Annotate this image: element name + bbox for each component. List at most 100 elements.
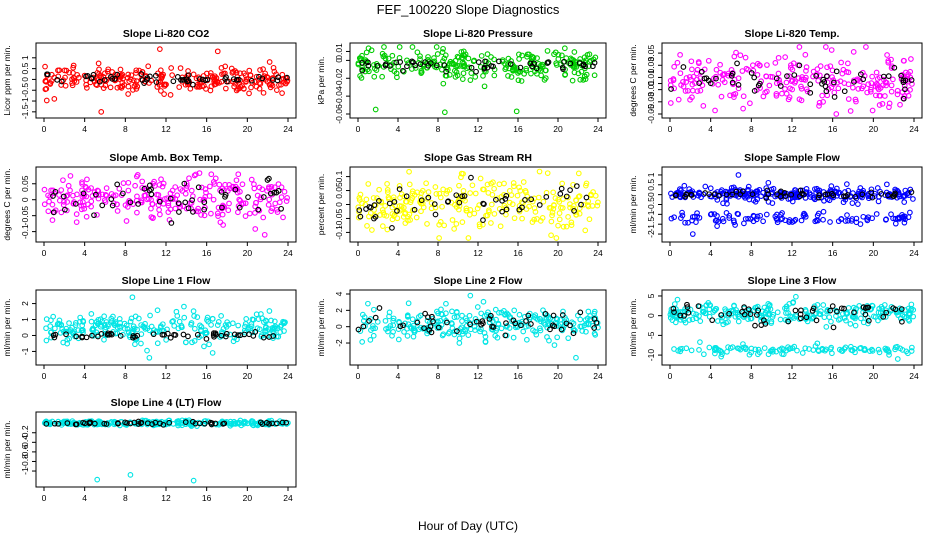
data-point [694,88,701,95]
data-point [390,317,397,324]
y-tick-label: 0.5 [20,62,30,74]
data-point [150,214,156,221]
x-tick-label: 20 [869,124,879,134]
reference-point [593,319,600,326]
data-point [689,94,695,101]
data-point [907,209,913,216]
x-tick-label: 20 [869,248,879,258]
outlier-point [129,294,136,301]
data-point [379,50,386,57]
data-point [363,196,370,203]
data-point [682,319,689,326]
x-tick-label: 8 [436,248,441,258]
data-point [270,64,277,71]
x-tick-label: 24 [283,371,293,381]
reference-point [427,323,434,330]
data-point [47,323,54,329]
data-point [417,312,424,319]
reference-point [589,63,596,70]
data-point [718,93,725,100]
data-point [685,87,691,94]
data-point [741,191,747,198]
data-point [428,205,435,212]
data-point [789,86,796,93]
data-point [474,304,481,310]
data-point [442,52,449,59]
x-tick-label: 12 [787,124,797,134]
data-point [455,206,462,213]
data-point [273,87,280,94]
reference-point [73,333,80,340]
data-point [145,195,152,202]
data-point [134,172,141,178]
data-point [905,78,912,85]
y-tick-label: -1 [20,97,30,105]
data-point [277,329,284,336]
reference-point [891,191,898,198]
data-point [705,57,712,64]
data-point [189,339,195,346]
data-point [385,328,391,335]
data-point [745,183,752,190]
data-point [125,91,131,97]
data-point [472,316,479,322]
data-point [157,67,164,74]
x-tick-label: 20 [553,124,563,134]
data-point [702,183,709,190]
reference-point [868,189,875,196]
data-point [190,193,196,200]
data-point [740,105,746,112]
panel-title: Slope Line 1 Flow [122,275,212,287]
data-point [540,198,547,205]
y-tick-label: -0.01 [646,80,656,100]
data-point [668,190,674,197]
reference-point [115,420,121,427]
reference-point [885,192,891,199]
reference-point [84,72,91,79]
data-point [695,192,702,199]
data-point [371,73,378,80]
data-point [829,74,835,80]
data-point [458,49,465,55]
reference-point [709,317,716,324]
data-point [764,62,770,68]
data-point [451,226,457,232]
reference-point [487,312,494,319]
data-point [78,206,85,213]
data-point [247,72,254,78]
reference-point [83,334,90,341]
data-point [523,67,530,74]
data-point [161,91,167,98]
data-point [248,176,255,183]
data-point [591,72,598,79]
data-point [594,202,601,209]
data-point [78,202,84,209]
data-point [841,346,848,352]
data-point [897,101,903,108]
reference-point [190,418,196,425]
data-point [723,196,730,203]
data-point [133,67,140,74]
points [355,168,601,241]
reference-point [803,314,810,321]
points [668,172,916,237]
data-point [719,215,726,222]
reference-point [52,188,59,195]
reference-point [432,211,439,218]
data-point [581,322,588,329]
y-axis-label: degrees C per min. [2,168,12,240]
points [41,417,291,484]
data-point [484,51,491,58]
reference-point [199,76,206,83]
reference-point [499,197,506,204]
data-point [814,66,821,72]
data-point [202,194,209,200]
reference-point [195,184,202,191]
data-point [73,211,80,217]
data-point [795,75,802,81]
reference-point [677,312,684,319]
data-point [174,192,181,199]
outlier-point [51,96,58,102]
data-point [174,313,181,319]
